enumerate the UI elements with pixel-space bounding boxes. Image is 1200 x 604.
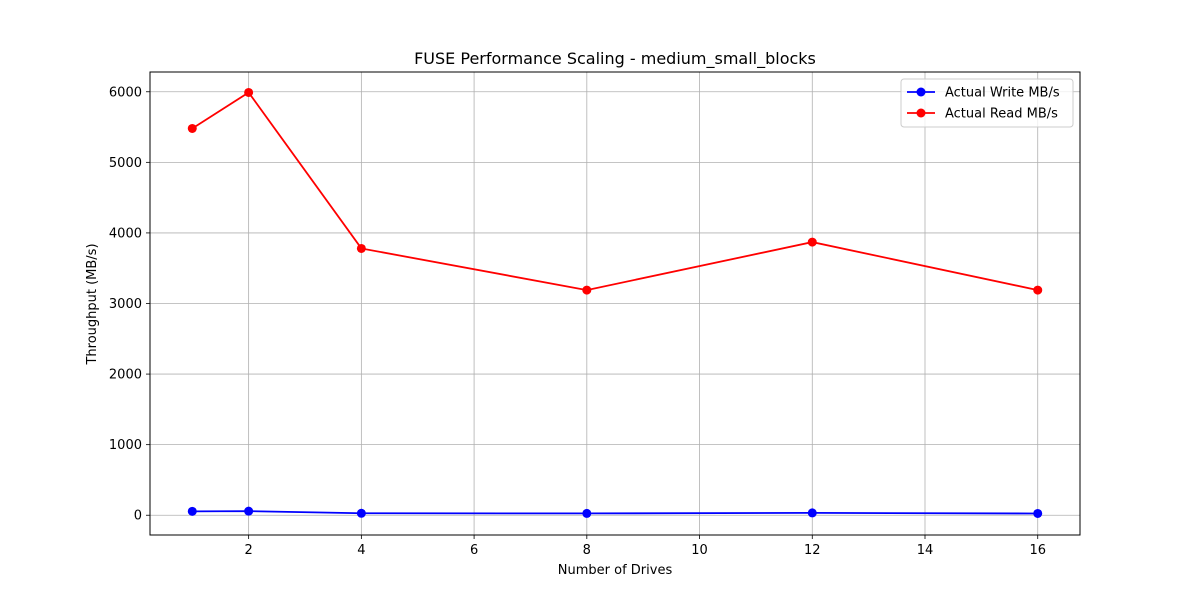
data-point-actual-read-mb-s [244,87,254,97]
data-point-actual-read-mb-s [1033,285,1043,295]
x-tick-label: 14 [917,543,934,558]
y-axis-label: Throughput (MB/s) [85,243,100,365]
y-tick-label: 2000 [109,368,142,383]
data-point-actual-write-mb-s [1033,508,1043,518]
series-line-actual-write-mb-s [192,510,1038,515]
y-tick-label: 5000 [109,156,142,171]
legend-marker [916,87,926,97]
data-point-actual-read-mb-s [187,123,197,133]
x-tick-label: 8 [583,543,591,558]
x-tick-label: 6 [470,543,478,558]
y-tick-label: 1000 [109,438,142,453]
legend-entry-label: Actual Write MB/s [945,86,1060,101]
data-point-actual-read-mb-s [807,237,817,247]
series-line-actual-read-mb-s [191,91,1038,292]
data-point-actual-write-mb-s [356,508,366,518]
data-point-actual-read-mb-s [582,285,592,295]
y-tick-label: 3000 [109,297,142,312]
legend-entry-label: Actual Read MB/s [945,107,1058,122]
data-point-actual-write-mb-s [807,508,817,518]
x-tick-label: 4 [357,543,365,558]
axis-ticks: 2 4 6 8 10 12 14 16 0 1000 2000 3000 4000 5000 6000 [109,85,1046,558]
x-tick-label: 10 [691,543,708,558]
y-tick-label: 4000 [109,226,142,241]
y-tick-label: 6000 [109,85,142,100]
x-tick-label: 16 [1029,543,1046,558]
x-tick-label: 2 [244,543,252,558]
grid [150,72,1080,535]
chart-title: FUSE Performance Scaling - medium_small_… [414,49,816,69]
legend-marker [916,108,926,118]
x-tick-label: 12 [804,543,821,558]
legend: Actual Write MB/s Actual Read MB/s [900,78,1074,128]
data-point-actual-write-mb-s [244,506,254,516]
legend-box [900,78,1074,128]
data-series [187,87,1043,518]
data-point-actual-read-mb-s [356,243,366,253]
y-tick-label: 0 [134,509,142,524]
x-axis-label: Number of Drives [558,563,673,578]
data-point-actual-write-mb-s [187,506,197,516]
data-point-actual-write-mb-s [582,508,592,518]
